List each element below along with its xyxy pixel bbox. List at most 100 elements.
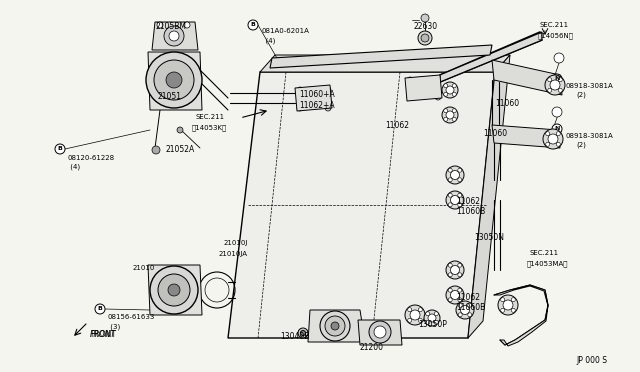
Circle shape: [407, 77, 413, 83]
Circle shape: [298, 328, 308, 338]
Text: 11060: 11060: [495, 99, 519, 108]
Circle shape: [424, 310, 440, 326]
Polygon shape: [270, 45, 492, 68]
Text: 〈14053K〉: 〈14053K〉: [192, 124, 227, 131]
Circle shape: [95, 304, 105, 314]
Text: 22630: 22630: [413, 22, 437, 31]
Circle shape: [458, 303, 462, 307]
Polygon shape: [468, 55, 510, 338]
Circle shape: [320, 311, 350, 341]
Circle shape: [419, 318, 422, 322]
Circle shape: [556, 132, 560, 136]
Circle shape: [146, 52, 202, 108]
Circle shape: [548, 88, 552, 92]
Circle shape: [448, 298, 452, 302]
Circle shape: [458, 288, 462, 292]
Polygon shape: [405, 75, 442, 101]
Circle shape: [446, 166, 464, 184]
Circle shape: [325, 316, 345, 336]
Circle shape: [448, 273, 452, 277]
Circle shape: [458, 313, 462, 317]
Text: 21051: 21051: [157, 92, 181, 101]
Circle shape: [448, 168, 452, 172]
Text: (4): (4): [68, 164, 80, 170]
Circle shape: [297, 105, 303, 111]
Circle shape: [184, 22, 190, 28]
Circle shape: [451, 196, 460, 205]
Polygon shape: [492, 125, 560, 148]
Text: 08156-61633: 08156-61633: [108, 314, 156, 320]
Circle shape: [325, 105, 331, 111]
Text: 11062+A: 11062+A: [299, 101, 335, 110]
Text: 2105BM: 2105BM: [155, 22, 186, 31]
Circle shape: [468, 313, 472, 317]
Text: 13049B: 13049B: [280, 332, 309, 341]
Circle shape: [435, 94, 441, 100]
Circle shape: [442, 82, 458, 98]
Circle shape: [166, 72, 182, 88]
Text: 13050N: 13050N: [474, 233, 504, 242]
Text: 21010JA: 21010JA: [219, 251, 248, 257]
Circle shape: [325, 87, 331, 93]
Polygon shape: [260, 55, 510, 72]
Circle shape: [511, 298, 515, 302]
Circle shape: [446, 261, 464, 279]
Circle shape: [177, 127, 183, 133]
Circle shape: [451, 266, 460, 275]
Text: 11060B: 11060B: [456, 207, 485, 216]
Circle shape: [152, 146, 160, 154]
Text: (3): (3): [108, 323, 120, 330]
Text: N: N: [554, 77, 560, 81]
Circle shape: [435, 312, 438, 316]
Circle shape: [446, 111, 454, 119]
Text: 21010: 21010: [133, 265, 156, 271]
Circle shape: [369, 321, 391, 343]
Text: B: B: [251, 22, 255, 28]
Circle shape: [458, 193, 462, 197]
Text: N: N: [554, 126, 560, 131]
Polygon shape: [308, 310, 365, 342]
Circle shape: [458, 203, 462, 207]
Circle shape: [452, 84, 456, 88]
Circle shape: [410, 310, 420, 320]
Circle shape: [458, 298, 462, 302]
Text: 11060B: 11060B: [456, 303, 485, 312]
Circle shape: [452, 117, 456, 121]
Circle shape: [426, 320, 429, 324]
Circle shape: [500, 298, 505, 302]
Circle shape: [408, 308, 412, 312]
Circle shape: [461, 305, 470, 314]
Circle shape: [546, 132, 550, 136]
Circle shape: [304, 90, 322, 108]
Circle shape: [421, 34, 429, 42]
Circle shape: [448, 288, 452, 292]
Text: 21010J: 21010J: [224, 240, 248, 246]
Text: SEC.211: SEC.211: [530, 250, 559, 256]
Circle shape: [297, 87, 303, 93]
Circle shape: [446, 191, 464, 209]
Text: JP 000 S: JP 000 S: [576, 356, 607, 365]
Text: 21052A: 21052A: [165, 145, 195, 154]
Text: SEC.211: SEC.211: [195, 114, 224, 120]
Polygon shape: [148, 52, 202, 110]
Text: 〈14056N〉: 〈14056N〉: [538, 32, 574, 39]
Text: FRONT: FRONT: [90, 330, 116, 339]
Text: 081A0-6201A: 081A0-6201A: [261, 28, 309, 34]
Circle shape: [556, 142, 560, 146]
Text: 08918-3081A: 08918-3081A: [566, 83, 614, 89]
Circle shape: [421, 14, 429, 22]
Polygon shape: [152, 22, 198, 50]
Circle shape: [558, 88, 563, 92]
Circle shape: [456, 301, 474, 319]
Circle shape: [150, 266, 198, 314]
Circle shape: [419, 308, 422, 312]
Circle shape: [374, 326, 386, 338]
Polygon shape: [228, 72, 495, 338]
Circle shape: [448, 193, 452, 197]
Circle shape: [448, 263, 452, 267]
Text: (2): (2): [576, 92, 586, 99]
Circle shape: [414, 79, 432, 97]
Circle shape: [331, 322, 339, 330]
Circle shape: [500, 308, 505, 312]
Circle shape: [444, 109, 448, 113]
